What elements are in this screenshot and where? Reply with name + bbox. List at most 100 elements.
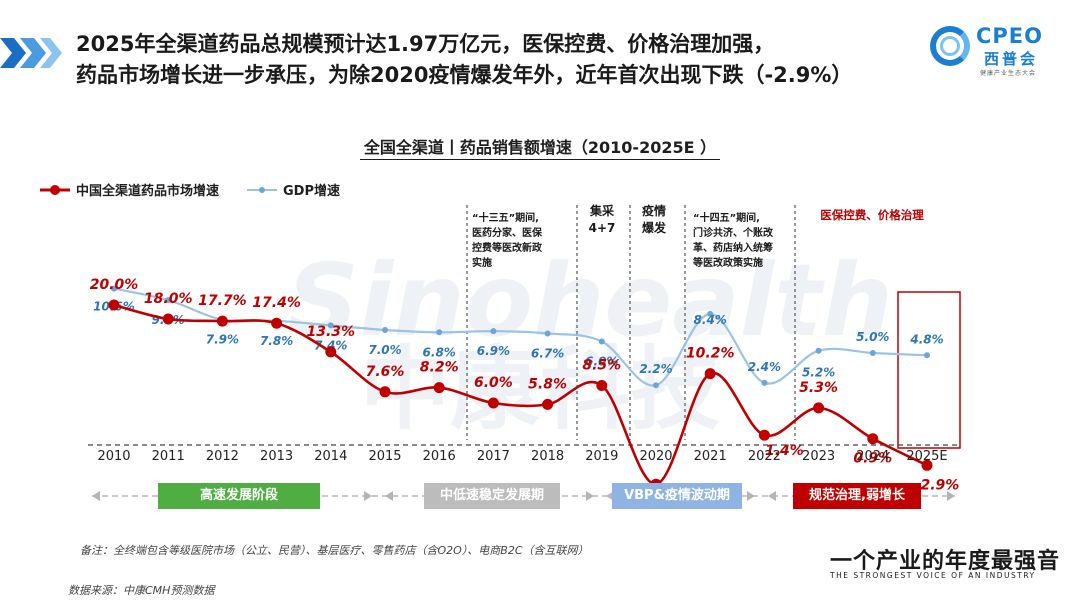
gdp-point-2023: [815, 347, 822, 354]
gdp-label-2023: 5.2%: [802, 366, 835, 380]
annotation-3-line-2: 革、药店纳入统筹: [693, 241, 773, 254]
page-headline: 2025年全渠道药品总规模预计达1.97万亿元，医保控费、价格治理加强， 药品市…: [76, 29, 956, 91]
gdp-point-2022: [761, 379, 768, 386]
market-label-2016: 8.2%: [420, 360, 459, 376]
gdp-label-2015: 7.0%: [368, 343, 401, 357]
market-label-2021: 10.2%: [686, 346, 735, 362]
market-label-2017: 6.0%: [474, 375, 513, 391]
x-tick-2016: 2016: [423, 449, 456, 464]
logo-wordmark: CPEO: [976, 24, 1043, 48]
market-label-2010: 20.0%: [90, 277, 139, 293]
headline-line-1: 2025年全渠道药品总规模预计达1.97万亿元，医保控费、价格治理加强，: [76, 32, 775, 56]
legend-label-gdp: GDP增速: [283, 184, 341, 199]
chart-legend: 中国全渠道药品市场增速 GDP增速: [40, 180, 340, 199]
market-point-2024: [867, 433, 879, 445]
x-tick-2025E: 2025E: [906, 449, 947, 464]
headline-line-2: 药品市场增长进一步承压，为除2020疫情爆发年外，近年首次出现下跌（-2.9%）: [76, 63, 853, 87]
gdp-label-2020: 2.2%: [639, 362, 672, 376]
gdp-label-2024: 5.0%: [856, 330, 889, 344]
x-tick-2015: 2015: [368, 449, 401, 464]
gdp-point-2019: [598, 338, 605, 345]
x-tick-2010: 2010: [97, 449, 130, 464]
market-point-2015: [379, 386, 391, 398]
legend-marker-market-icon: [40, 184, 70, 195]
market-point-2013: [271, 317, 283, 329]
gdp-point-2017: [490, 328, 497, 335]
gdp-point-2025E: [924, 352, 930, 359]
market-label-2019: 8.5%: [582, 358, 621, 374]
chart-footnote: 备注：全终端包含等级医院市场（公立、民营）、基层医疗、零售药店（含O2O）、电商…: [80, 544, 589, 557]
stage-arrowhead-5: [747, 491, 755, 501]
legend-item-gdp: GDP增速: [247, 180, 340, 199]
market-label-2013: 17.4%: [252, 295, 301, 311]
logo-ring-icon: [930, 26, 970, 66]
annotation-0-line-3: 实施: [472, 256, 492, 269]
market-point-2023: [813, 402, 825, 414]
logo-ring-inner-icon: [940, 36, 960, 56]
annotation-2-line-1: 爆发: [642, 220, 667, 235]
gdp-point-2015: [382, 327, 388, 333]
gdp-label-2012: 7.9%: [206, 333, 239, 347]
gdp-point-2018: [544, 330, 551, 337]
gdp-label-2021: 8.4%: [694, 313, 727, 327]
chart-title: 全国全渠道丨药品销售额增速（2010-2025E ）: [0, 134, 1080, 160]
x-tick-2013: 2013: [260, 449, 293, 464]
stage-arrowhead-6: [768, 491, 776, 501]
market-point-2017: [487, 397, 499, 409]
market-label-2024: 0.9%: [853, 451, 892, 467]
annotation-1-line-0: 集采: [589, 203, 614, 218]
x-tick-2018: 2018: [531, 449, 564, 464]
x-tick-2022: 2022: [748, 449, 781, 464]
market-label-2014: 13.3%: [307, 324, 356, 340]
slogan: 一个产业的年度最强音: [830, 549, 1061, 574]
logo-chinese-name: 西普会: [984, 50, 1039, 68]
gdp-label-2017: 6.9%: [477, 344, 510, 358]
slogan-english: THE STRONGEST VOICE OF AN INDUSTRY: [830, 571, 1036, 580]
x-tick-2020: 2020: [639, 449, 672, 464]
stage-label-vbp: VBP&疫情波动期: [612, 483, 742, 509]
gdp-label-2019: 6.0%: [585, 355, 618, 369]
gdp-label-2014: 7.4%: [314, 338, 347, 352]
annotation-4-line-0: 医保控费、价格治理: [820, 208, 924, 222]
x-tick-2014: 2014: [314, 449, 347, 464]
x-tick-2021: 2021: [694, 449, 727, 464]
gdp-label-2013: 7.8%: [260, 334, 293, 348]
legend-label-market: 中国全渠道药品市场增速: [76, 184, 220, 199]
market-label-2025E: -2.9%: [915, 477, 960, 493]
gdp-label-2022: 2.4%: [748, 360, 781, 374]
market-label-2012: 17.7%: [198, 293, 247, 309]
stage-arrowhead-7: [947, 491, 955, 501]
annotation-1-line-1: 4+7: [589, 221, 616, 235]
gdp-label-2018: 6.7%: [531, 346, 564, 360]
watermark-en: Sinohealth: [287, 242, 893, 359]
market-point-2010: [108, 299, 120, 311]
gdp-point-2010: [111, 285, 117, 292]
gdp-label-2016: 6.8%: [423, 345, 456, 359]
gdp-point-2024: [869, 350, 876, 356]
x-tick-2024: 2024: [856, 449, 889, 464]
market-point-2011: [162, 313, 174, 325]
x-tick-2017: 2017: [477, 449, 510, 464]
legend-marker-gdp-icon: [247, 186, 278, 193]
x-tick-2019: 2019: [585, 449, 618, 464]
market-point-2016: [433, 382, 445, 394]
header-accent-arrows: [0, 38, 62, 68]
market-point-2019: [596, 380, 608, 391]
stage-arrowhead-1: [364, 491, 372, 501]
annotation-0-line-0: “十三五”期间,: [472, 211, 539, 224]
gdp-point-2014: [327, 322, 334, 329]
logo-tagline: 健康产业生态大会: [980, 70, 1037, 77]
x-tick-2011: 2011: [152, 449, 185, 464]
market-point-2021: [704, 368, 716, 380]
x-tick-2023: 2023: [802, 449, 835, 464]
stage-label-regulation: 规范治理,弱增长: [793, 483, 921, 509]
market-label-2022: 1.4%: [765, 443, 804, 459]
data-source: 数据来源：中康CMH预测数据: [68, 584, 215, 597]
forecast-highlight-box: [897, 291, 961, 449]
market-point-2025E: [921, 459, 933, 471]
annotation-3-line-0: “十四五”期间,: [693, 211, 760, 224]
x-tick-2012: 2012: [206, 449, 239, 464]
market-point-2014: [325, 346, 337, 358]
market-label-2023: 5.3%: [799, 380, 838, 396]
